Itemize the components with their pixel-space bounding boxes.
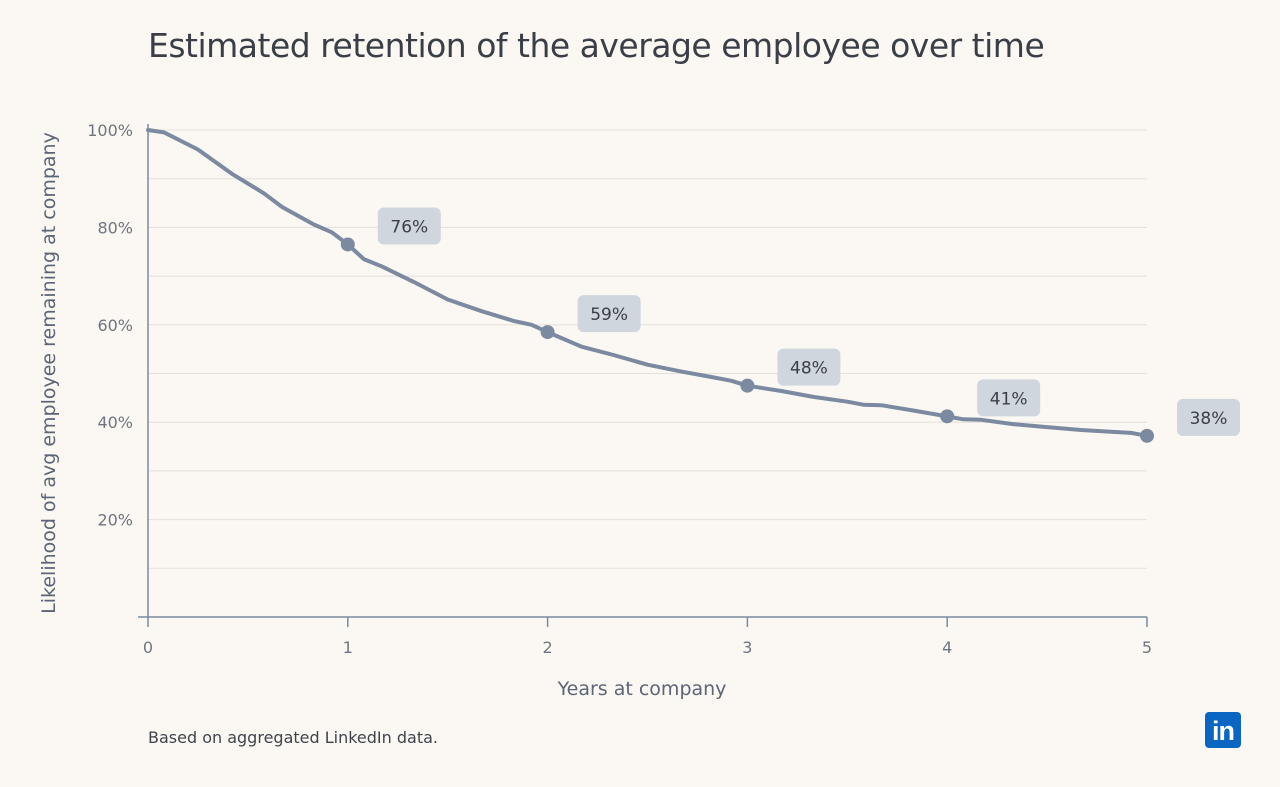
linkedin-logo-icon: in [1205,712,1241,748]
y-tick-label: 20% [97,511,133,530]
x-tick-label: 4 [942,638,952,657]
x-tick-label: 0 [143,638,153,657]
axes: 20% 40% 60% 80% 100% 0 1 2 3 4 5 [87,121,1152,657]
markers-group: 76% 59% 48% 41% 38% [340,207,1240,443]
data-label-box [777,348,841,386]
series-line [146,128,1149,438]
data-point [940,409,955,424]
data-point [540,325,555,340]
data-label-box [577,295,641,333]
data-label-box [977,379,1041,417]
x-tick-label: 3 [742,638,752,657]
series-group [146,128,1149,438]
x-tick-label: 2 [543,638,553,657]
data-label: 48% [790,359,828,379]
chart-title: Estimated retention of the average emplo… [148,26,1045,65]
footnote: Based on aggregated LinkedIn data. [148,728,438,747]
data-label-box [377,207,441,245]
data-label-box [1177,398,1240,436]
x-axis-label: Years at company [557,678,727,700]
y-tick-label: 80% [97,218,133,237]
data-point [340,237,355,252]
data-label: 76% [390,217,428,237]
x-tick-label: 1 [343,638,353,657]
data-point [1140,428,1154,443]
y-tick-label: 40% [97,413,133,432]
y-tick-label: 60% [97,316,133,335]
x-tick-label: 5 [1142,638,1152,657]
grid-lines [148,129,1147,569]
data-label: 41% [990,389,1028,409]
y-tick-label: 100% [87,121,133,140]
data-point [740,378,755,393]
y-axis-label: Likelihood of avg employee remaining at … [38,132,60,614]
data-label: 38% [1190,409,1228,429]
data-label: 59% [590,305,628,325]
